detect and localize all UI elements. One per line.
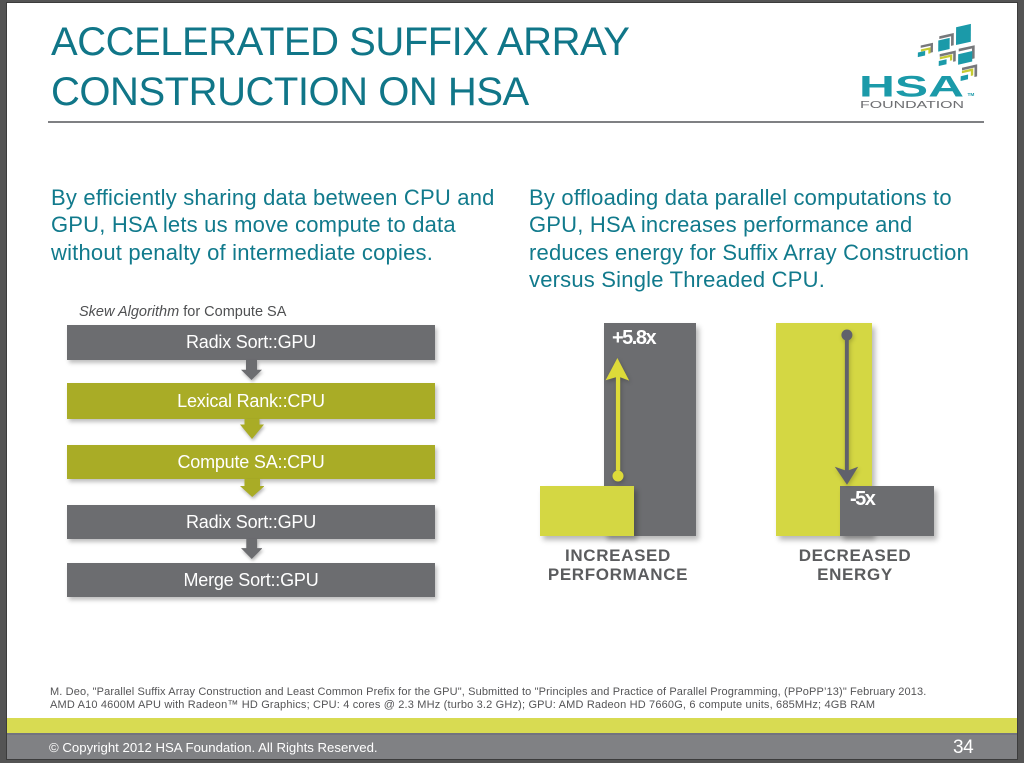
svg-text:TM: TM	[968, 92, 975, 98]
svg-text:HSA: HSA	[859, 70, 964, 103]
svg-text:FOUNDATION: FOUNDATION	[860, 100, 964, 111]
